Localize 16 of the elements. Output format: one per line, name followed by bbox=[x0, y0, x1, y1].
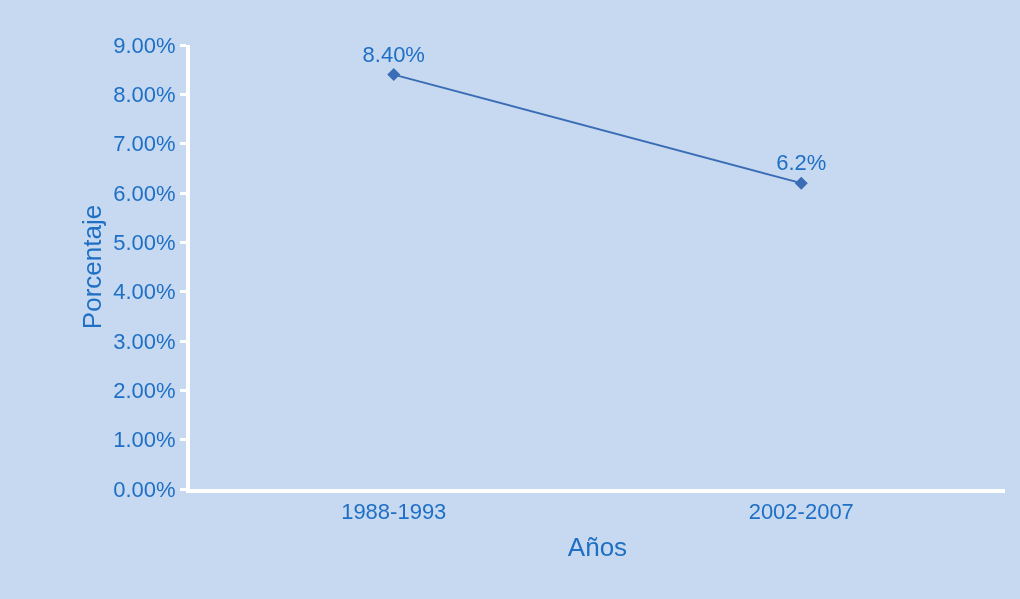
x-tick-label: 2002-2007 bbox=[748, 499, 854, 525]
y-tick-label: 1.00% bbox=[113, 427, 176, 453]
y-tick-label: 7.00% bbox=[113, 131, 176, 157]
y-tick-label: 8.00% bbox=[113, 82, 176, 108]
y-axis-title: Porcentaje bbox=[77, 204, 108, 330]
y-tick-label: 4.00% bbox=[113, 279, 176, 305]
y-tick-label: 6.00% bbox=[113, 180, 176, 206]
y-tick-label: 0.00% bbox=[113, 476, 176, 502]
y-tick-label: 2.00% bbox=[113, 378, 176, 404]
x-tick-label: 1988-1993 bbox=[341, 499, 447, 525]
x-axis-title: Años bbox=[567, 531, 628, 562]
y-tick-label: 3.00% bbox=[113, 328, 176, 354]
y-tick-label: 5.00% bbox=[113, 230, 176, 256]
data-label: 8.40% bbox=[362, 41, 425, 67]
y-tick-label: 9.00% bbox=[113, 32, 176, 58]
data-label: 6.2% bbox=[776, 150, 827, 176]
